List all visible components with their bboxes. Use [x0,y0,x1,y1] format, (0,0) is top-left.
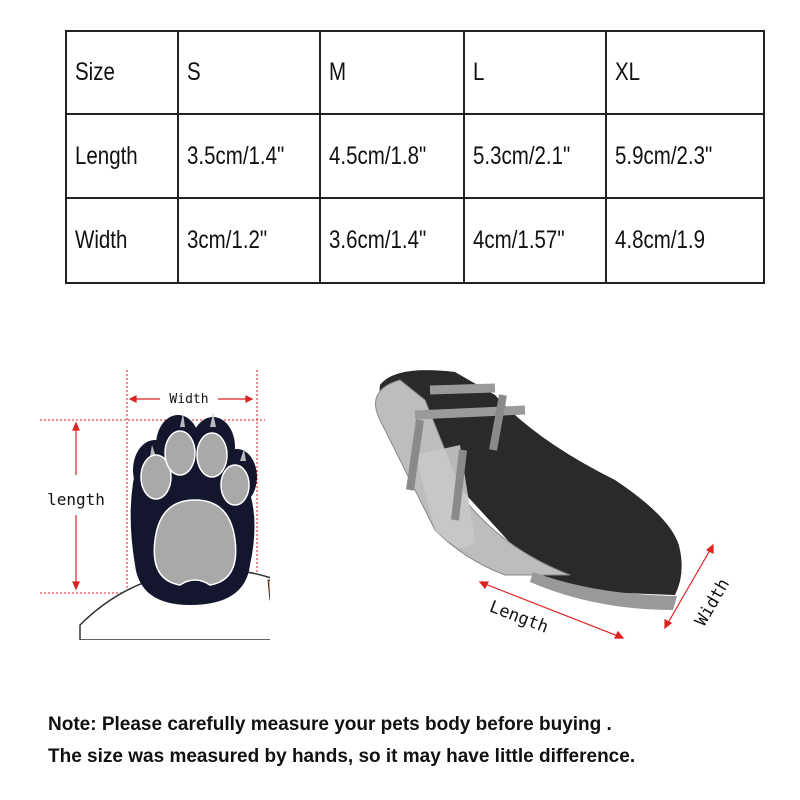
paw-length-label: length [47,490,105,509]
header-cell: S [187,58,201,86]
paw-width-label: Width [169,392,208,407]
table-row: Length 3.5cm/1.4" 4.5cm/1.8" 5.3cm/2.1" … [65,113,765,199]
table-cell: 3cm/1.2" [187,226,268,254]
size-chart-table: Size S M L XL Length 3.5cm/1.4" 4.5cm/1.… [65,30,765,284]
header-cell: M [329,58,347,86]
table-cell: 4.5cm/1.8" [329,141,427,170]
paw-measurement-diagram: Width length [40,370,270,640]
table-cell: 3.5cm/1.4" [187,141,285,170]
table-cell: 4.8cm/1.9 [615,226,706,254]
note-line-2: The size was measured by hands, so it ma… [48,746,636,767]
row-label: Width [75,226,128,254]
table-cell: 5.3cm/2.1" [473,141,571,170]
boot-measurement-diagram: Length Width [375,370,734,639]
header-cell: Size [75,58,115,86]
header-cell: XL [615,58,641,86]
table-row: Size S M L XL [65,30,765,115]
note-line-1: Note: Please carefully measure your pets… [48,714,612,735]
table-cell: 3.6cm/1.4" [329,226,427,254]
table-cell: 4cm/1.57" [473,226,565,254]
table-row: Width 3cm/1.2" 3.6cm/1.4" 4cm/1.57" 4.8c… [65,197,765,284]
boot-length-label: Length [487,597,552,638]
table-cell: 5.9cm/2.3" [615,141,713,170]
header-cell: L [473,58,485,86]
boot-width-label: Width [691,575,734,629]
row-label: Length [75,141,138,170]
